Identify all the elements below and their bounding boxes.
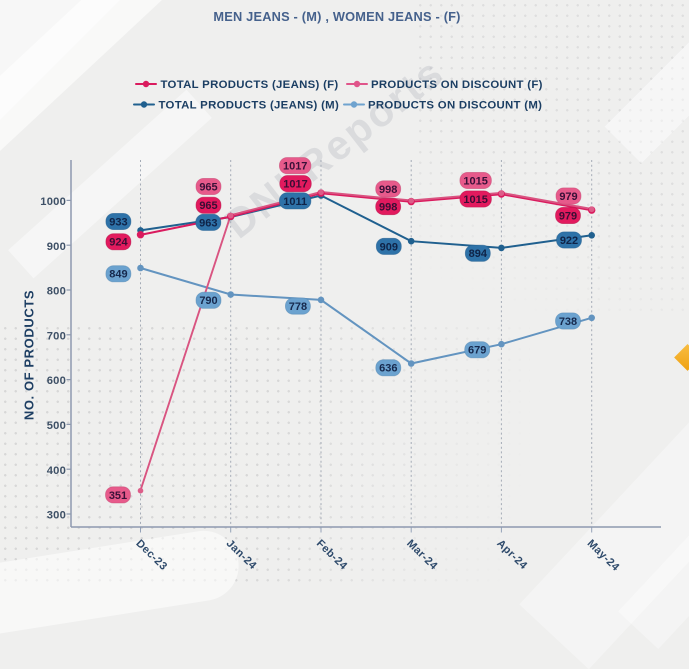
svg-text:NO. OF PRODUCTS: NO. OF PRODUCTS [22, 290, 37, 420]
svg-text:400: 400 [47, 465, 66, 477]
svg-text:PRODUCTS ON DISCOUNT (M): PRODUCTS ON DISCOUNT (M) [368, 100, 542, 112]
svg-text:Apr-24: Apr-24 [494, 538, 529, 573]
svg-text:Feb-24: Feb-24 [314, 538, 350, 573]
svg-text:933: 933 [109, 216, 127, 228]
svg-text:965: 965 [199, 200, 217, 212]
svg-text:998: 998 [379, 202, 397, 214]
svg-text:PRODUCTS ON DISCOUNT (F): PRODUCTS ON DISCOUNT (F) [371, 79, 543, 91]
svg-text:922: 922 [560, 235, 578, 247]
svg-text:979: 979 [559, 210, 577, 222]
svg-text:MEN JEANS - (M) , WOMEN JEANS: MEN JEANS - (M) , WOMEN JEANS - (F) [213, 9, 460, 24]
svg-text:679: 679 [468, 345, 486, 357]
svg-text:TOTAL PRODUCTS (JEANS) (F): TOTAL PRODUCTS (JEANS) (F) [161, 79, 339, 91]
svg-text:1000: 1000 [40, 196, 66, 208]
svg-text:790: 790 [199, 295, 217, 307]
svg-text:1015: 1015 [463, 194, 487, 206]
svg-text:778: 778 [289, 301, 307, 313]
svg-text:894: 894 [469, 248, 488, 260]
svg-text:1017: 1017 [283, 161, 307, 173]
svg-text:909: 909 [380, 241, 398, 253]
svg-text:738: 738 [559, 316, 577, 328]
svg-text:800: 800 [47, 286, 66, 298]
svg-text:TOTAL PRODUCTS (JEANS) (M): TOTAL PRODUCTS (JEANS) (M) [159, 100, 340, 112]
svg-text:979: 979 [559, 191, 577, 203]
svg-text:300: 300 [47, 510, 66, 522]
svg-text:1011: 1011 [283, 196, 307, 208]
svg-text:636: 636 [379, 363, 397, 375]
svg-text:965: 965 [199, 181, 217, 193]
svg-text:500: 500 [47, 420, 66, 432]
svg-text:998: 998 [379, 184, 397, 196]
svg-text:900: 900 [47, 241, 66, 253]
svg-text:351: 351 [109, 490, 127, 502]
svg-text:924: 924 [109, 237, 128, 249]
svg-text:963: 963 [199, 217, 217, 229]
svg-text:Mar-24: Mar-24 [404, 538, 440, 573]
svg-text:849: 849 [109, 269, 127, 281]
svg-text:Dec-23: Dec-23 [133, 538, 169, 573]
svg-text:May-24: May-24 [585, 538, 622, 575]
svg-text:Jan-24: Jan-24 [224, 538, 259, 573]
svg-text:600: 600 [47, 375, 66, 387]
svg-text:1015: 1015 [463, 175, 487, 187]
svg-text:700: 700 [47, 330, 66, 342]
svg-text:1017: 1017 [283, 179, 307, 191]
